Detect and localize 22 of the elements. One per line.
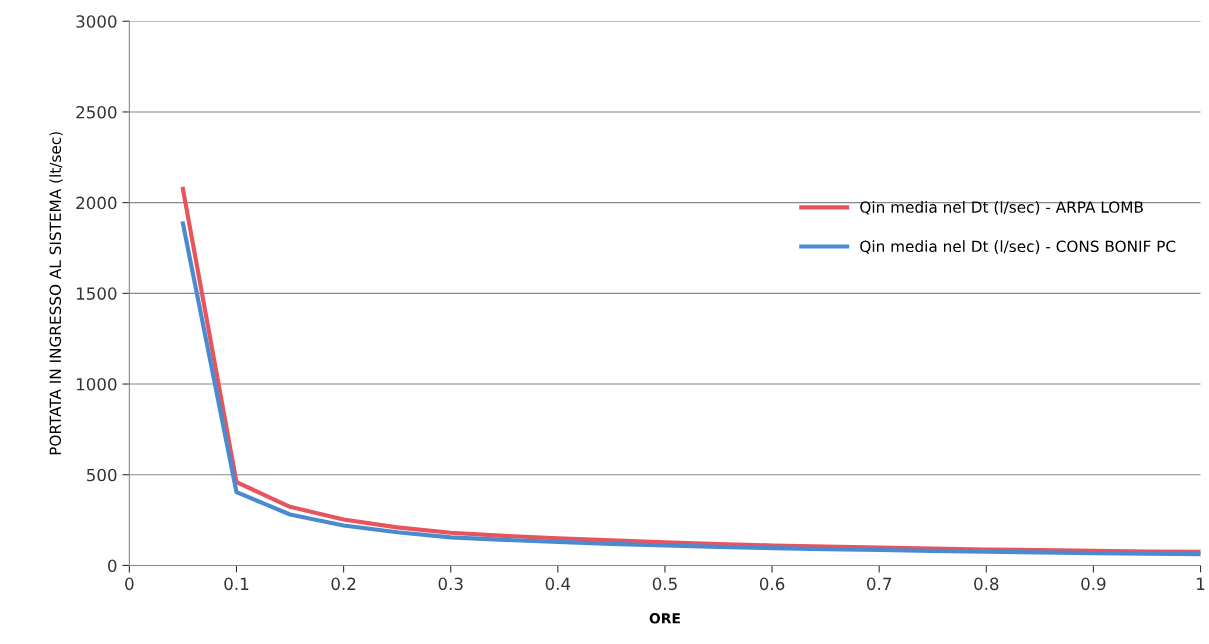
legend-label: Qin media nel Dt (l/sec) - ARPA LOMB [860, 201, 1143, 215]
x-tick-label: 0.8 [974, 577, 999, 591]
x-tick-label: 0.1 [224, 577, 249, 591]
x-tick-label: 0.7 [867, 577, 892, 591]
x-tick-label: 0.2 [331, 577, 356, 591]
y-tick-label: 2000 [76, 196, 117, 210]
x-tick-label: 0.3 [438, 577, 463, 591]
y-tick-label: 500 [87, 468, 117, 482]
x-tick-label: 0.4 [545, 577, 571, 591]
x-tick-label: 0.5 [652, 577, 677, 591]
y-tick-label: 2500 [76, 105, 117, 119]
x-tick-label: 1 [1197, 577, 1205, 590]
y-axis-title: PORTATA IN INGRESSO AL SISTEMA (lt/sec) [49, 132, 63, 455]
x-axis-title: ORE [649, 613, 680, 624]
y-tick-label: 0 [108, 559, 117, 572]
x-tick-label: 0.6 [759, 577, 785, 591]
y-tick-label: 3000 [76, 15, 117, 28]
y-tick-label: 1000 [76, 378, 117, 391]
y-tick-label: 1500 [76, 287, 117, 300]
x-tick-label: 0.9 [1081, 577, 1106, 591]
legend-label: Qin media nel Dt (l/sec) - CONS BONIF PC [860, 240, 1176, 254]
x-tick-label: 0 [125, 577, 134, 591]
